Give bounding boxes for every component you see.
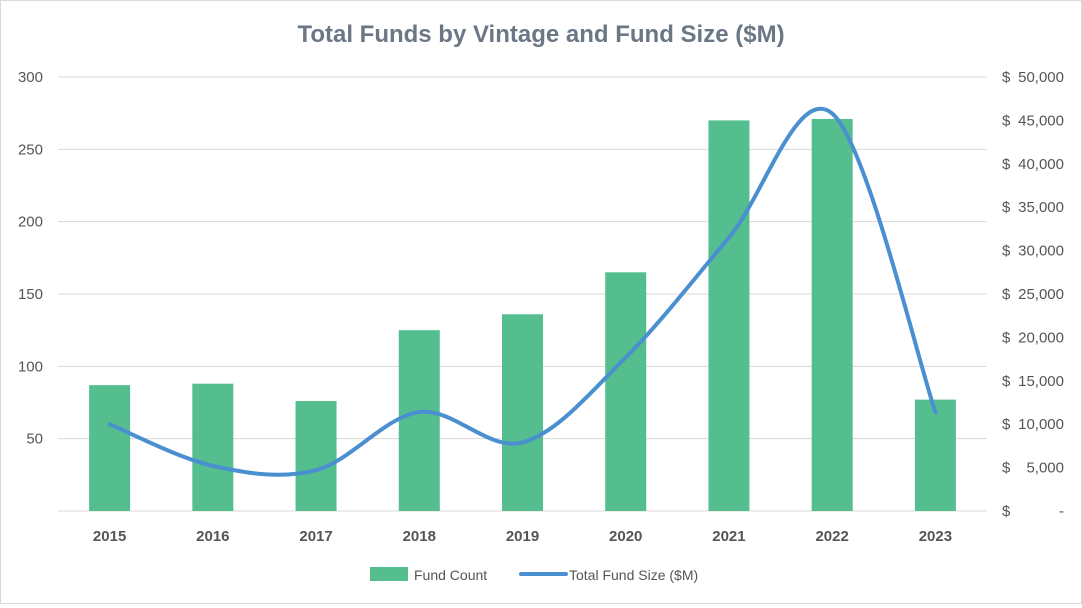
- tick-currency-symbol: $: [1002, 329, 1011, 346]
- x-axis-ticks: 2015 2016 2017 2018 2019 2020 2021 2022 2023: [93, 528, 952, 545]
- x-axis-tick-label: 2017: [299, 528, 332, 545]
- legend-bar-label: Fund Count: [414, 567, 487, 583]
- bar-2015: [89, 385, 131, 511]
- x-axis-tick-label: 2018: [403, 528, 436, 545]
- tick-value: 35,000: [1018, 199, 1064, 216]
- right-axis-tick-label: $45,000: [1002, 112, 1064, 129]
- legend: Fund Count Total Fund Size ($M): [370, 567, 698, 583]
- bar-2021: [708, 120, 750, 512]
- tick-value: 30,000: [1018, 243, 1064, 260]
- legend-bar-swatch: [370, 567, 408, 581]
- tick-currency-symbol: $: [1002, 416, 1011, 433]
- left-axis-tick-label: 200: [18, 214, 43, 231]
- x-axis-tick-label: 2016: [196, 528, 229, 545]
- right-axis-tick-label: $10,000: [1002, 416, 1064, 433]
- tick-value: 20,000: [1018, 329, 1064, 346]
- tick-value: 10,000: [1018, 416, 1064, 433]
- right-axis-tick-label: $30,000: [1002, 243, 1064, 260]
- bar-2017: [295, 401, 337, 511]
- chart-title: Total Funds by Vintage and Fund Size ($M…: [297, 21, 784, 48]
- bar-series: [89, 118, 956, 512]
- tick-value: 15,000: [1018, 373, 1064, 390]
- x-axis-tick-label: 2022: [815, 528, 848, 545]
- tick-value: 45,000: [1018, 112, 1064, 129]
- left-axis-ticks: 50 100 150 200 250 300: [18, 69, 43, 448]
- tick-currency-symbol: $: [1002, 243, 1011, 260]
- tick-currency-symbol: $: [1002, 199, 1011, 216]
- left-axis-tick-label: 150: [18, 286, 43, 303]
- right-axis-tick-label: $40,000: [1002, 156, 1064, 173]
- left-axis-tick-label: 250: [18, 141, 43, 158]
- right-axis-tick-label: $15,000: [1002, 373, 1064, 390]
- x-axis-tick-label: 2019: [506, 528, 539, 545]
- bar-2023: [914, 399, 956, 511]
- tick-currency-symbol: $: [1002, 503, 1011, 520]
- right-axis-tick-label: $ -: [1002, 503, 1064, 520]
- tick-value: 25,000: [1018, 286, 1064, 303]
- x-axis-tick-label: 2015: [93, 528, 126, 545]
- right-axis-tick-label: $35,000: [1002, 199, 1064, 216]
- tick-value: 50,000: [1018, 69, 1064, 86]
- bar-2022: [811, 118, 853, 511]
- legend-line-label: Total Fund Size ($M): [569, 567, 698, 583]
- x-axis-tick-label: 2023: [919, 528, 952, 545]
- left-axis-tick-label: 100: [18, 358, 43, 375]
- right-axis-tick-label: $5,000: [1002, 460, 1064, 477]
- x-axis-tick-label: 2021: [712, 528, 745, 545]
- bar-2020: [605, 272, 647, 511]
- tick-currency-symbol: $: [1002, 69, 1011, 86]
- tick-value: 40,000: [1018, 156, 1064, 173]
- total-fund-size-line: [107, 106, 938, 477]
- bar-2018: [398, 330, 440, 511]
- tick-currency-symbol: $: [1002, 286, 1011, 303]
- right-axis-tick-label: $20,000: [1002, 329, 1064, 346]
- tick-currency-symbol: $: [1002, 112, 1011, 129]
- tick-currency-symbol: $: [1002, 373, 1011, 390]
- tick-currency-symbol: $: [1002, 156, 1011, 173]
- tick-value: 5,000: [1026, 460, 1064, 477]
- bar-2016: [192, 383, 234, 511]
- right-axis-ticks: $ -$ 5,000$ 10,000$ 15,000$ 20,000$ 25,000$ 30,…: [1002, 69, 1064, 520]
- tick-currency-symbol: $: [1002, 460, 1011, 477]
- right-axis-tick-label: $50,000: [1002, 69, 1064, 86]
- right-axis-tick-label: $25,000: [1002, 286, 1064, 303]
- tick-value: -: [1059, 503, 1064, 520]
- left-axis-tick-label: 300: [18, 69, 43, 86]
- left-axis-tick-label: 50: [26, 431, 43, 448]
- bar-2019: [502, 314, 543, 511]
- x-axis-tick-label: 2020: [609, 528, 642, 545]
- line-series: [107, 106, 938, 477]
